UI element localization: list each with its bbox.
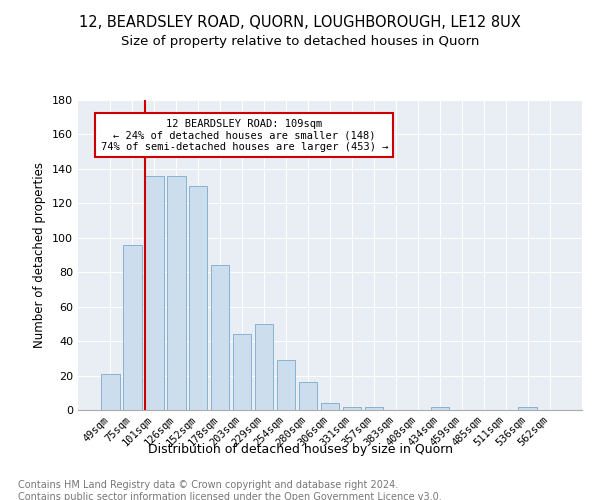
Bar (277, 360, 295, 410)
Y-axis label: Number of detached properties: Number of detached properties (34, 162, 46, 348)
Text: 12, BEARDSLEY ROAD, QUORN, LOUGHBOROUGH, LE12 8UX: 12, BEARDSLEY ROAD, QUORN, LOUGHBOROUGH,… (79, 15, 521, 30)
Bar (320, 403, 340, 410)
Bar (233, 334, 251, 410)
Bar (189, 186, 208, 410)
Bar (101, 374, 119, 410)
Bar (255, 324, 274, 410)
Bar (167, 176, 185, 410)
Text: Contains HM Land Registry data © Crown copyright and database right 2024.
Contai: Contains HM Land Registry data © Crown c… (18, 480, 442, 500)
Bar (123, 244, 142, 410)
Text: Size of property relative to detached houses in Quorn: Size of property relative to detached ho… (121, 35, 479, 48)
Bar (365, 406, 383, 410)
Text: 12 BEARDSLEY ROAD: 109sqm
← 24% of detached houses are smaller (148)
74% of semi: 12 BEARDSLEY ROAD: 109sqm ← 24% of detac… (101, 118, 388, 152)
Bar (299, 382, 317, 410)
Bar (431, 406, 449, 410)
Bar (518, 406, 537, 410)
Bar (145, 176, 164, 410)
Text: Distribution of detached houses by size in Quorn: Distribution of detached houses by size … (148, 442, 452, 456)
Bar (211, 266, 229, 410)
Bar (343, 406, 361, 410)
